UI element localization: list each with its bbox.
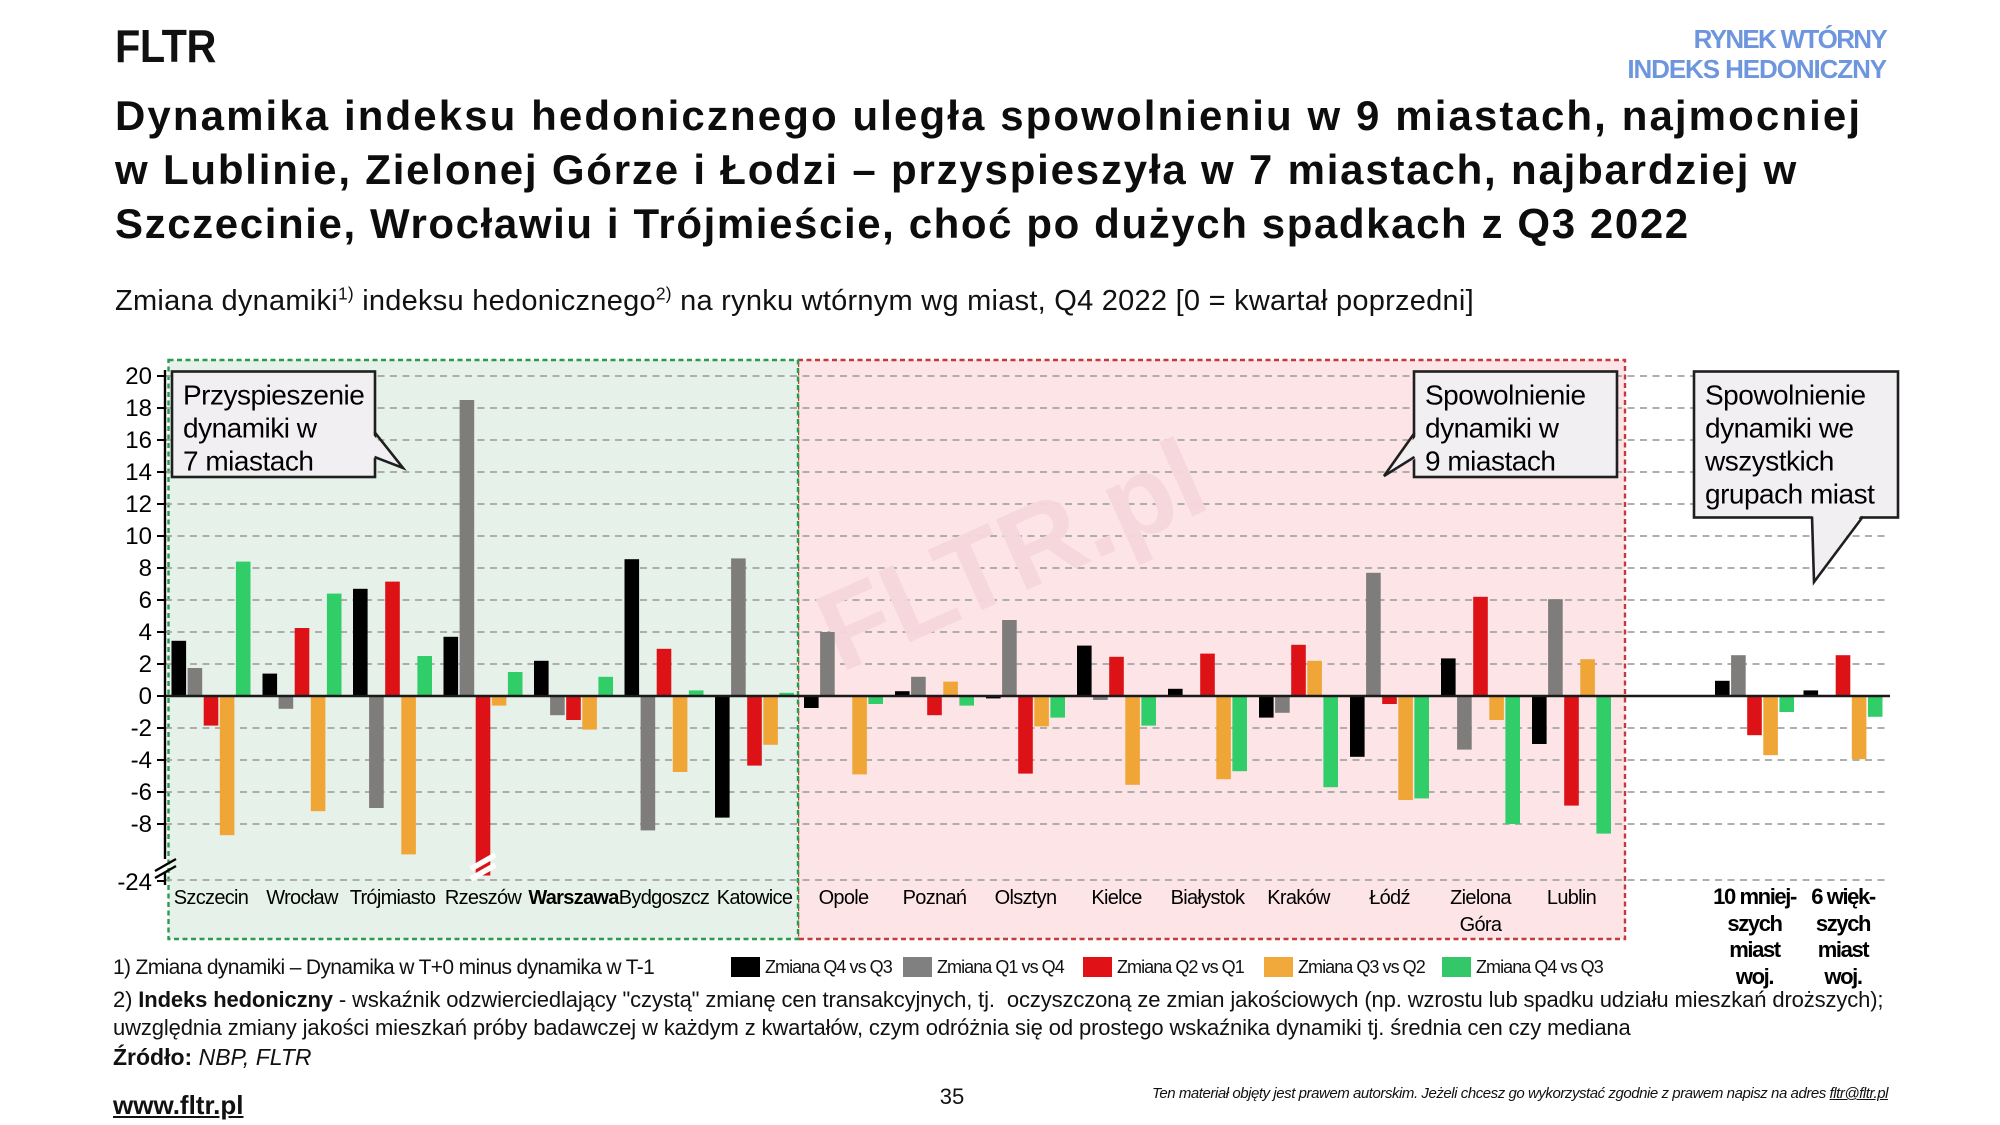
- svg-text:16: 16: [125, 427, 152, 454]
- svg-text:woj.: woj.: [1735, 964, 1773, 989]
- svg-text:Szczecin: Szczecin: [174, 887, 248, 909]
- svg-text:-24: -24: [117, 869, 152, 896]
- svg-text:woj.: woj.: [1823, 964, 1861, 989]
- svg-text:6: 6: [139, 587, 152, 614]
- svg-text:wszystkich: wszystkich: [1704, 446, 1834, 477]
- svg-text:4: 4: [139, 619, 152, 646]
- svg-text:10 mniej-: 10 mniej-: [1713, 884, 1797, 909]
- svg-text:7 miastach: 7 miastach: [183, 446, 313, 477]
- svg-text:Wrocław: Wrocław: [266, 887, 339, 909]
- svg-text:Spowolnienie: Spowolnienie: [1425, 380, 1586, 411]
- svg-text:Kielce: Kielce: [1091, 887, 1142, 909]
- svg-text:14: 14: [125, 459, 152, 486]
- svg-text:-2: -2: [131, 715, 152, 742]
- svg-text:20: 20: [125, 363, 152, 390]
- svg-text:-6: -6: [131, 779, 152, 806]
- svg-text:Łódź: Łódź: [1369, 887, 1410, 909]
- svg-text:Góra: Góra: [1460, 914, 1503, 936]
- svg-text:Trójmiasto: Trójmiasto: [350, 887, 436, 909]
- svg-text:Katowice: Katowice: [717, 887, 793, 909]
- svg-text:szych: szych: [1816, 911, 1871, 936]
- svg-text:Białystok: Białystok: [1171, 887, 1246, 909]
- svg-text:-8: -8: [131, 811, 152, 838]
- svg-text:8: 8: [139, 555, 152, 582]
- svg-text:dynamiki w: dynamiki w: [183, 413, 318, 444]
- svg-text:Opole: Opole: [819, 887, 869, 909]
- svg-text:miast: miast: [1729, 937, 1782, 962]
- svg-text:0: 0: [139, 683, 152, 710]
- svg-text:Olsztyn: Olsztyn: [995, 887, 1057, 909]
- svg-text:Przyspieszenie: Przyspieszenie: [183, 380, 364, 411]
- svg-text:Lublin: Lublin: [1547, 887, 1596, 909]
- svg-text:18: 18: [125, 395, 152, 422]
- svg-text:12: 12: [125, 491, 152, 518]
- svg-text:Poznań: Poznań: [903, 887, 967, 909]
- svg-text:Warszawa: Warszawa: [528, 887, 620, 909]
- svg-text:szych: szych: [1727, 911, 1782, 936]
- svg-text:10: 10: [125, 523, 152, 550]
- svg-text:miast: miast: [1818, 937, 1871, 962]
- svg-text:Kraków: Kraków: [1267, 887, 1331, 909]
- svg-text:Rzeszów: Rzeszów: [445, 887, 522, 909]
- svg-text:Bydgoszcz: Bydgoszcz: [619, 887, 709, 909]
- svg-text:Spowolnienie: Spowolnienie: [1705, 380, 1866, 411]
- svg-text:-4: -4: [131, 747, 152, 774]
- svg-text:9 miastach: 9 miastach: [1425, 446, 1555, 477]
- svg-text:grupach miast: grupach miast: [1705, 479, 1875, 510]
- svg-text:Zielona: Zielona: [1450, 887, 1512, 909]
- svg-text:dynamiki w: dynamiki w: [1425, 413, 1560, 444]
- svg-text:6 więk-: 6 więk-: [1811, 884, 1876, 909]
- svg-text:2: 2: [139, 651, 152, 678]
- svg-text:dynamiki we: dynamiki we: [1705, 413, 1854, 444]
